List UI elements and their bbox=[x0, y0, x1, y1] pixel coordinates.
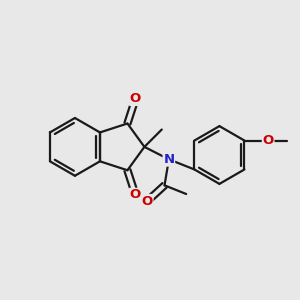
Text: N: N bbox=[163, 153, 174, 166]
Text: O: O bbox=[130, 92, 141, 105]
Text: O: O bbox=[262, 134, 274, 147]
Text: O: O bbox=[130, 188, 141, 202]
Text: O: O bbox=[142, 195, 153, 208]
